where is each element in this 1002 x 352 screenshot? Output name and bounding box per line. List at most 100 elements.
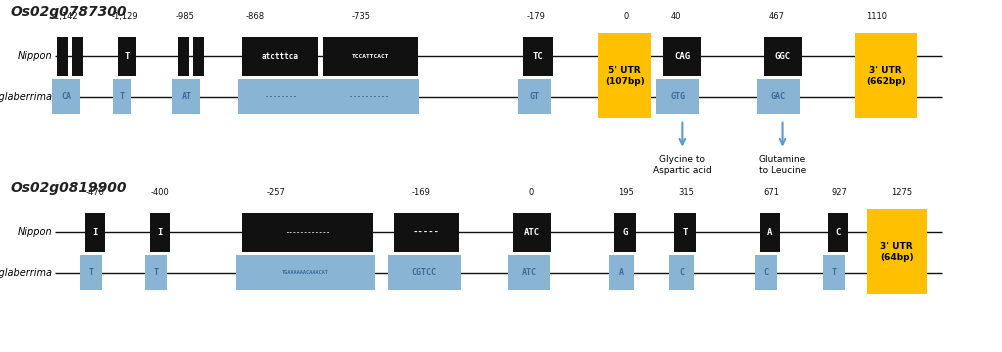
Text: GAC: GAC <box>771 92 786 101</box>
Text: -1,129: -1,129 <box>112 12 138 21</box>
Text: CGTCC: CGTCC <box>412 268 437 277</box>
Bar <box>242 37 318 76</box>
Text: 0: 0 <box>528 188 534 197</box>
Text: GGC: GGC <box>775 52 791 61</box>
Text: 3' UTR
(662bp): 3' UTR (662bp) <box>866 65 906 86</box>
Bar <box>656 79 699 114</box>
Bar <box>518 79 551 114</box>
Text: 671: 671 <box>764 188 780 197</box>
Text: -735: -735 <box>352 12 370 21</box>
Text: -985: -985 <box>176 12 194 21</box>
Bar <box>238 79 324 114</box>
Text: Glutamine
to Leucine: Glutamine to Leucine <box>759 155 807 175</box>
Text: ------------: ------------ <box>286 230 330 235</box>
Bar <box>755 255 777 290</box>
Text: T: T <box>89 268 93 277</box>
Bar <box>118 37 136 76</box>
Text: AT: AT <box>181 92 191 101</box>
Text: atctttca: atctttca <box>262 52 299 61</box>
Bar <box>193 37 204 76</box>
Text: Glycine to
Aspartic acid: Glycine to Aspartic acid <box>653 155 711 175</box>
Bar <box>80 255 102 290</box>
Text: T: T <box>682 228 688 237</box>
Bar <box>598 33 651 118</box>
Text: C: C <box>764 268 768 277</box>
Text: Nippon: Nippon <box>17 51 52 61</box>
Bar <box>52 79 80 114</box>
Bar <box>669 255 694 290</box>
Text: C: C <box>679 268 684 277</box>
Text: --------: -------- <box>266 94 297 100</box>
Text: CAG: CAG <box>674 52 690 61</box>
Bar <box>236 255 375 290</box>
Bar <box>72 37 83 76</box>
Text: A: A <box>619 268 624 277</box>
Text: I: I <box>92 228 98 237</box>
Bar <box>523 37 553 76</box>
Text: 5' UTR
(107bp): 5' UTR (107bp) <box>605 65 644 86</box>
Text: I: I <box>157 228 163 237</box>
Text: T: T <box>124 52 130 61</box>
Text: -868: -868 <box>245 12 266 21</box>
Text: 467: 467 <box>769 12 785 21</box>
Bar <box>757 79 800 114</box>
Text: T: T <box>120 92 124 101</box>
Text: GT: GT <box>530 92 539 101</box>
Text: 927: 927 <box>832 188 848 197</box>
Text: 40: 40 <box>671 12 681 21</box>
Bar <box>867 209 927 294</box>
Text: O. glaberrima: O. glaberrima <box>0 268 52 278</box>
Bar <box>764 37 802 76</box>
Bar <box>172 79 200 114</box>
Bar <box>394 213 459 252</box>
Text: 1110: 1110 <box>867 12 887 21</box>
Text: T: T <box>832 268 836 277</box>
Bar <box>609 255 634 290</box>
Bar <box>85 213 105 252</box>
Text: Os02g0819900: Os02g0819900 <box>10 181 126 195</box>
Text: -179: -179 <box>527 12 545 21</box>
Text: O. glaberrima: O. glaberrima <box>0 92 52 102</box>
Text: 315: 315 <box>678 188 694 197</box>
Text: ATC: ATC <box>524 228 540 237</box>
Bar <box>663 37 701 76</box>
Text: 0: 0 <box>623 12 629 21</box>
Text: G: G <box>622 228 628 237</box>
Bar <box>674 213 696 252</box>
Bar <box>508 255 550 290</box>
Text: -----: ----- <box>413 228 440 237</box>
Bar <box>57 37 68 76</box>
Bar <box>828 213 848 252</box>
Text: -400: -400 <box>151 188 169 197</box>
Text: -1,142: -1,142 <box>52 12 78 21</box>
Bar <box>178 37 189 76</box>
Bar <box>760 213 780 252</box>
Bar <box>513 213 551 252</box>
Text: TGAAAAAACAAACAT: TGAAAAAACAAACAT <box>283 270 329 275</box>
Bar <box>113 79 131 114</box>
Bar <box>855 33 917 118</box>
Bar <box>319 79 419 114</box>
Text: -470: -470 <box>86 188 104 197</box>
Bar <box>614 213 636 252</box>
Text: -257: -257 <box>267 188 285 197</box>
Text: Os02g0787300: Os02g0787300 <box>10 5 126 19</box>
Bar <box>145 255 167 290</box>
Text: 1275: 1275 <box>891 188 913 197</box>
Bar <box>823 255 845 290</box>
Text: GTG: GTG <box>670 92 685 101</box>
Bar <box>242 213 373 252</box>
Text: -169: -169 <box>412 188 430 197</box>
Text: TC: TC <box>533 52 543 61</box>
Text: TCCATTCACT: TCCATTCACT <box>352 54 389 59</box>
Text: A: A <box>767 228 773 237</box>
Text: Nippon: Nippon <box>17 227 52 237</box>
Text: T: T <box>154 268 158 277</box>
Text: ATC: ATC <box>522 268 536 277</box>
Text: ----------: ---------- <box>349 94 389 100</box>
Bar <box>150 213 170 252</box>
Text: CA: CA <box>61 92 71 101</box>
Text: 195: 195 <box>618 188 634 197</box>
Bar <box>323 37 418 76</box>
Bar <box>388 255 461 290</box>
